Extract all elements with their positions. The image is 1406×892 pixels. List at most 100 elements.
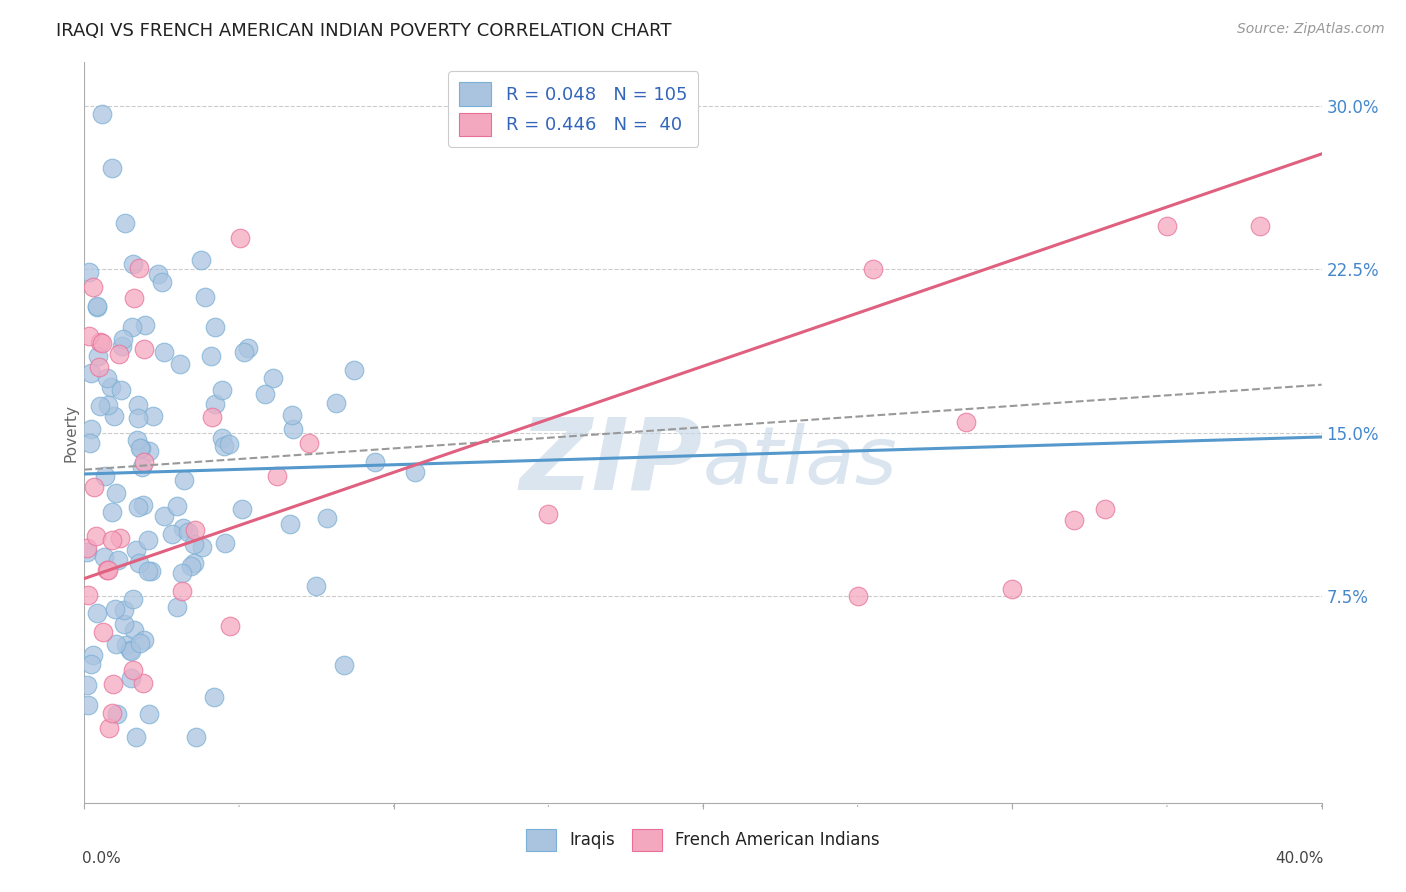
Text: 0.0%: 0.0% — [82, 851, 121, 866]
Point — [232, 345, 254, 359]
Point — [183, 556, 205, 570]
Point — [228, 231, 250, 245]
Point — [211, 431, 233, 445]
Point — [1063, 513, 1085, 527]
Point — [204, 319, 226, 334]
Point — [77, 265, 100, 279]
Text: atlas: atlas — [703, 423, 898, 501]
Point — [218, 437, 240, 451]
Point — [101, 505, 124, 519]
Point — [1249, 219, 1271, 233]
Point — [114, 216, 136, 230]
Point — [121, 663, 143, 677]
Point — [141, 564, 163, 578]
Point — [333, 658, 356, 673]
Point — [86, 300, 108, 314]
Point — [343, 363, 366, 377]
Point — [122, 292, 145, 306]
Point — [190, 540, 212, 554]
Point — [87, 349, 110, 363]
Point — [98, 721, 121, 735]
Point — [211, 383, 233, 397]
Point — [83, 480, 105, 494]
Point — [200, 349, 222, 363]
Point — [278, 516, 301, 531]
Point — [80, 422, 103, 436]
Point — [129, 442, 152, 456]
Point — [79, 436, 101, 450]
Point — [132, 676, 155, 690]
Point — [84, 529, 107, 543]
Point — [132, 455, 155, 469]
Point — [86, 300, 108, 314]
Point — [111, 339, 134, 353]
Point — [77, 698, 100, 713]
Point — [96, 563, 118, 577]
Point — [93, 549, 115, 564]
Point — [172, 520, 194, 534]
Point — [190, 253, 212, 268]
Point — [120, 671, 142, 685]
Point — [170, 566, 193, 581]
Point — [86, 606, 108, 620]
Point — [128, 636, 150, 650]
Point — [128, 557, 150, 571]
Point — [281, 408, 304, 422]
Point — [112, 617, 135, 632]
Point — [231, 502, 253, 516]
Point — [76, 545, 98, 559]
Point — [266, 469, 288, 483]
Point — [160, 527, 183, 541]
Point — [1156, 219, 1178, 233]
Point — [281, 422, 304, 436]
Point — [103, 409, 125, 423]
Point — [101, 161, 124, 176]
Point — [150, 275, 173, 289]
Point — [110, 383, 132, 397]
Point — [89, 399, 111, 413]
Point — [152, 345, 174, 359]
Point — [1001, 582, 1024, 597]
Point — [212, 439, 235, 453]
Point — [76, 677, 98, 691]
Point — [100, 379, 122, 393]
Text: Source: ZipAtlas.com: Source: ZipAtlas.com — [1237, 22, 1385, 37]
Point — [138, 533, 160, 547]
Point — [105, 637, 128, 651]
Point — [115, 638, 138, 652]
Point — [862, 262, 884, 277]
Point — [131, 460, 153, 475]
Point — [253, 387, 276, 401]
Point — [315, 511, 337, 525]
Point — [101, 533, 124, 547]
Point — [97, 398, 120, 412]
Point — [120, 642, 142, 657]
Point — [112, 603, 135, 617]
Point — [363, 455, 385, 469]
Point — [537, 507, 560, 521]
Point — [262, 371, 284, 385]
Point — [111, 332, 134, 346]
Point — [172, 583, 194, 598]
Point — [183, 537, 205, 551]
Point — [110, 532, 132, 546]
Point — [138, 444, 160, 458]
Point — [127, 398, 149, 412]
Point — [121, 320, 143, 334]
Point — [125, 731, 148, 745]
Point — [107, 552, 129, 566]
Point — [97, 563, 120, 577]
Point — [77, 588, 100, 602]
Point — [89, 334, 111, 349]
Point — [90, 335, 112, 350]
Point — [214, 536, 236, 550]
Point — [77, 328, 100, 343]
Point — [176, 524, 198, 539]
Point — [127, 410, 149, 425]
Point — [105, 486, 128, 500]
Point — [201, 410, 224, 425]
Point — [138, 706, 160, 721]
Point — [1094, 501, 1116, 516]
Point — [124, 623, 146, 637]
Text: IRAQI VS FRENCH AMERICAN INDIAN POVERTY CORRELATION CHART: IRAQI VS FRENCH AMERICAN INDIAN POVERTY … — [56, 22, 672, 40]
